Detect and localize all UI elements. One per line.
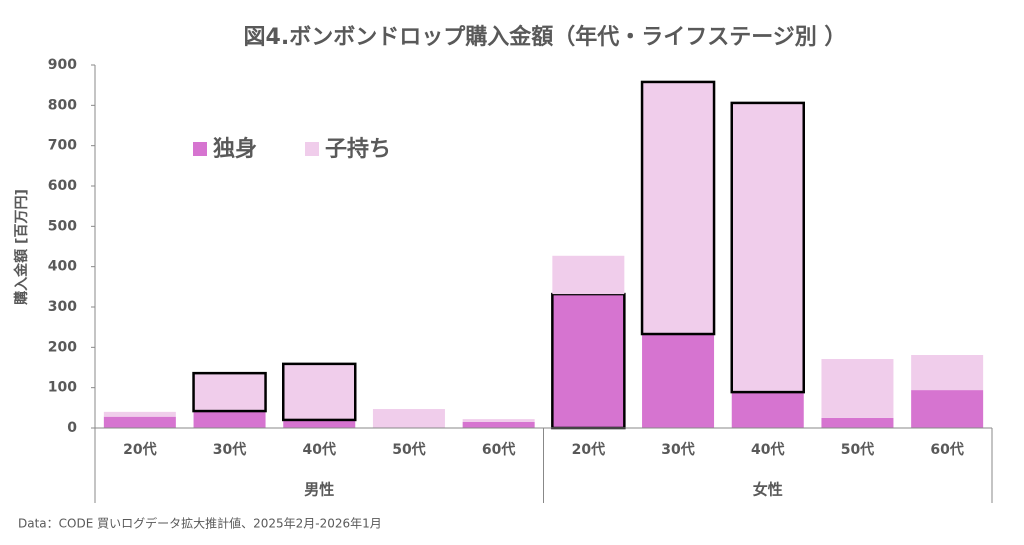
- x-tick-label: 50代: [841, 441, 874, 458]
- bar-segment: [283, 419, 356, 428]
- chart-title: 図4.ボンボンドロップ購入金額（年代・ライフステージ別 ）: [244, 24, 847, 50]
- x-tick-label: 40代: [303, 441, 336, 458]
- legend-swatch: [305, 142, 319, 156]
- group-label: 女性: [753, 481, 783, 499]
- x-tick-label: 60代: [482, 441, 515, 458]
- bar-segment: [640, 80, 716, 336]
- legend-label: 独身: [213, 136, 257, 162]
- legend-label: 子持ち: [325, 137, 391, 162]
- bar-segment: [193, 411, 266, 428]
- y-tick-label: 700: [48, 138, 77, 154]
- group-label: 男性: [304, 481, 334, 499]
- x-tick-label: 30代: [661, 441, 694, 458]
- bar-segment: [103, 416, 176, 428]
- bar-segment: [551, 292, 626, 430]
- bar-segment: [911, 354, 984, 391]
- legend-swatch: [193, 142, 207, 156]
- x-tick-label: 20代: [572, 441, 605, 458]
- bar-segment: [821, 359, 894, 418]
- x-tick-label: 50代: [392, 441, 425, 458]
- bar-segment: [103, 411, 176, 417]
- y-tick-label: 0: [67, 420, 77, 436]
- source-note: Data：CODE 買いログデータ拡大推計値、2025年2月-2026年1月: [18, 516, 382, 531]
- bar-segment: [282, 362, 357, 422]
- x-tick-label: 30代: [213, 441, 246, 458]
- bar-segment: [552, 255, 625, 295]
- bar-segment: [372, 409, 445, 428]
- y-axis-label: 購入金額 [百万円]: [13, 189, 30, 306]
- y-tick-label: 900: [48, 57, 77, 73]
- y-tick-label: 800: [48, 97, 77, 113]
- bar-segment: [192, 371, 267, 413]
- y-tick-label: 300: [48, 299, 77, 315]
- x-tick-label: 40代: [751, 441, 784, 458]
- bar-segment: [462, 419, 535, 422]
- y-tick-label: 100: [48, 380, 77, 396]
- y-tick-label: 600: [48, 178, 77, 194]
- bar-segment: [462, 421, 535, 428]
- bar-segment: [821, 417, 894, 428]
- bar-segment: [730, 101, 805, 394]
- bar-segment: [911, 390, 984, 428]
- x-tick-label: 60代: [930, 441, 963, 458]
- y-tick-label: 500: [48, 218, 77, 234]
- y-tick-label: 200: [48, 339, 77, 355]
- y-tick-label: 400: [48, 259, 77, 275]
- x-tick-label: 20代: [123, 441, 156, 458]
- bar-segment: [731, 392, 804, 428]
- bar-segment: [642, 334, 715, 428]
